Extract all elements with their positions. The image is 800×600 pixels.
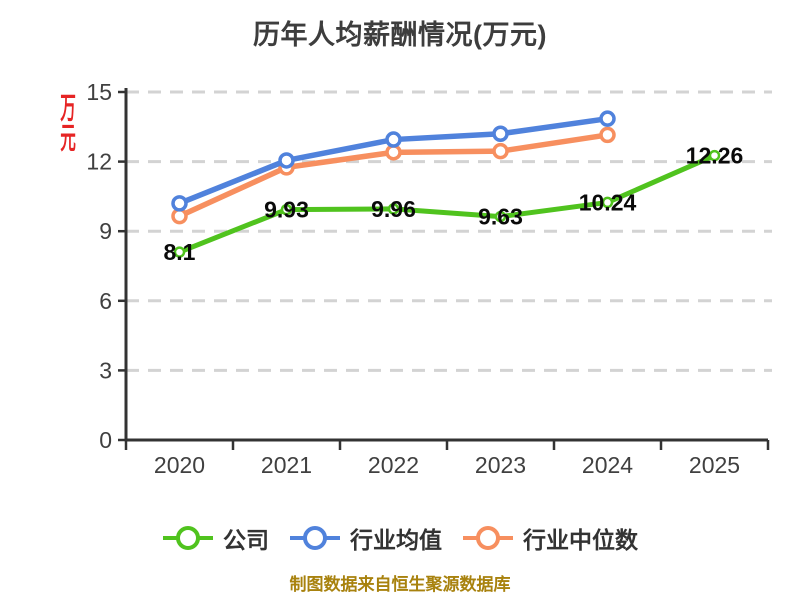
legend-marker-icon (163, 526, 213, 550)
data-point (385, 131, 402, 148)
legend-marker-icon (290, 526, 340, 550)
legend-item-1[interactable]: 行业均值 (289, 521, 442, 555)
data-point-label: 9.96 (371, 196, 416, 222)
data-point (708, 149, 721, 162)
legend-item-2[interactable]: 行业中位数 (462, 521, 638, 555)
x-tick-label: 2021 (261, 452, 312, 478)
legend-item-label: 公司 (223, 527, 269, 553)
data-point (599, 110, 616, 127)
legend-marker-icon (463, 526, 513, 550)
y-tick-label: 6 (99, 288, 112, 314)
x-tick-label: 2020 (154, 452, 205, 478)
series-line-0 (177, 153, 717, 255)
data-point-label: 8.1 (164, 239, 196, 265)
data-point (280, 203, 293, 216)
data-point-label: 9.93 (264, 197, 309, 223)
x-tick-label: 2025 (689, 452, 740, 478)
data-point (173, 246, 186, 258)
data-point-label: 10.24 (579, 189, 637, 215)
x-tick-label: 2023 (475, 452, 526, 478)
y-tick-label: 9 (99, 218, 112, 244)
data-point (599, 126, 616, 144)
data-point (387, 203, 400, 215)
legend-item-label: 行业中位数 (523, 527, 638, 553)
data-point (601, 196, 614, 209)
chart-title: 历年人均薪酬情况(万元) (253, 20, 547, 50)
y-tick-label: 15 (86, 79, 112, 105)
y-tick-label: 0 (99, 427, 112, 453)
y-tick-label: 3 (99, 357, 112, 383)
x-tick-label: 2022 (368, 452, 419, 478)
data-point-label: 9.63 (478, 204, 523, 230)
x-tick-label: 2024 (582, 452, 633, 478)
y-axis-unit-label: 万元 (57, 92, 75, 152)
legend-item-0[interactable]: 公司 (162, 521, 269, 555)
data-point (171, 195, 188, 212)
data-point (492, 142, 509, 160)
legend: 公司 行业均值 行业中位数 (0, 521, 800, 555)
data-point (278, 152, 295, 169)
axis-line (124, 88, 768, 442)
data-point-label: 12.26 (686, 143, 744, 169)
data-source-note: 制图数据来自恒生聚源数据库 (289, 575, 511, 594)
data-point (494, 210, 507, 223)
data-point (492, 125, 509, 143)
legend-item-label: 行业均值 (350, 527, 442, 553)
y-tick-label: 12 (86, 149, 112, 175)
